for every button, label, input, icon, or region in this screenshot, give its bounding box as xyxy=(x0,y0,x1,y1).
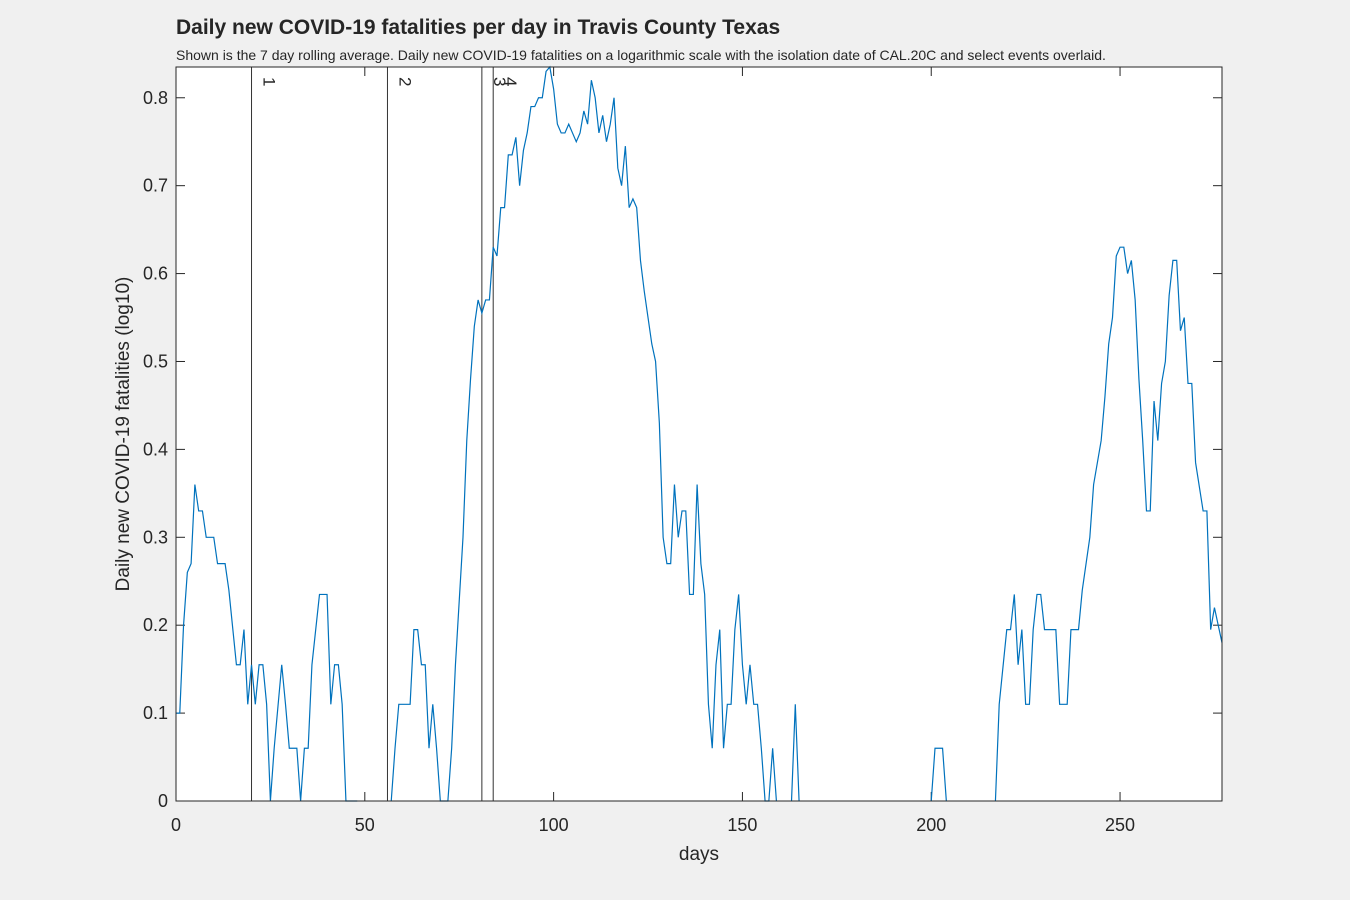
x-tick-label: 250 xyxy=(1105,815,1135,835)
chart-title: Daily new COVID-19 fatalities per day in… xyxy=(176,16,780,39)
y-tick-label: 0.8 xyxy=(143,88,168,108)
y-tick-label: 0.6 xyxy=(143,264,168,284)
y-axis-label: Daily new COVID-19 fatalities (log10) xyxy=(113,277,134,592)
data-line xyxy=(176,65,1223,802)
y-tick-label: 0.7 xyxy=(143,176,168,196)
y-tick-label: 0.5 xyxy=(143,351,168,371)
x-axis-label: days xyxy=(679,844,719,865)
y-tick-label: 0.4 xyxy=(143,439,168,459)
event-label: 4 xyxy=(501,77,520,86)
y-tick-label: 0.1 xyxy=(143,703,168,723)
x-tick-label: 100 xyxy=(539,815,569,835)
x-tick-label: 50 xyxy=(355,815,375,835)
event-label: 1 xyxy=(260,77,279,86)
y-tick-label: 0 xyxy=(158,791,168,811)
x-tick-label: 200 xyxy=(916,815,946,835)
y-tick-label: 0.2 xyxy=(143,615,168,635)
x-tick-label: 0 xyxy=(171,815,181,835)
y-tick-label: 0.3 xyxy=(143,527,168,547)
event-label: 2 xyxy=(395,77,414,86)
axes-box xyxy=(175,66,1223,802)
chart-subtitle: Shown is the 7 day rolling average. Dail… xyxy=(176,47,1106,63)
plot-area xyxy=(176,67,1222,801)
event-label: 3 xyxy=(490,77,509,86)
x-tick-label: 150 xyxy=(727,815,757,835)
